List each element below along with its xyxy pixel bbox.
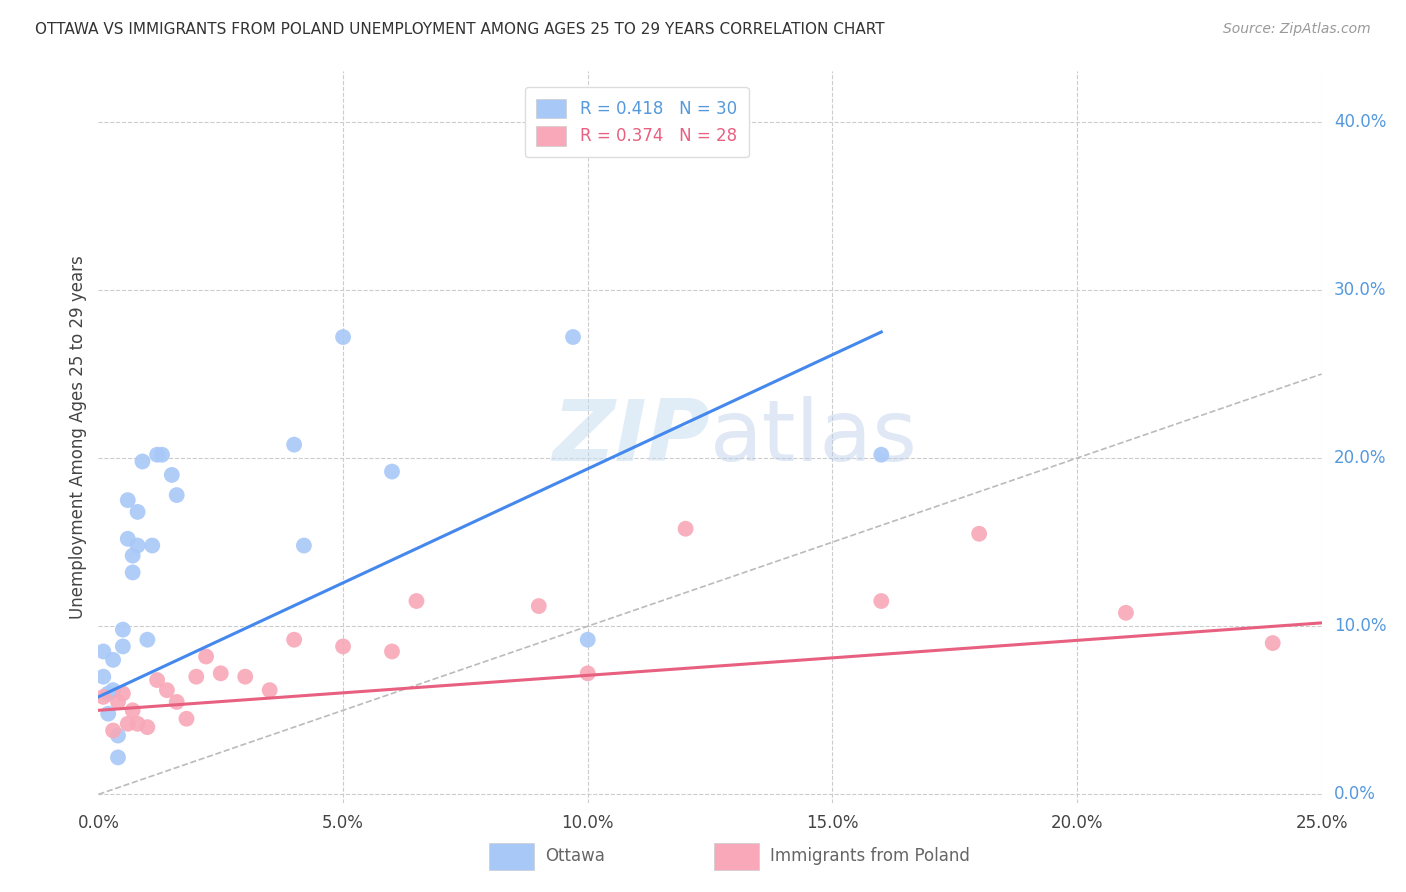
Point [870,594,893,608]
Text: Immigrants from Poland: Immigrants from Poland [770,847,970,865]
Point [1261,636,1284,650]
Point [156,683,179,698]
Point [1115,606,1137,620]
Text: Ottawa: Ottawa [546,847,606,865]
Point [146,448,169,462]
FancyBboxPatch shape [714,843,759,870]
FancyBboxPatch shape [489,843,534,870]
Point [101,683,124,698]
Point [176,712,198,726]
Point [967,526,990,541]
Point [121,703,143,717]
Point [127,505,149,519]
Point [117,493,139,508]
Point [562,330,585,344]
Point [381,644,404,658]
Point [195,649,218,664]
Text: atlas: atlas [710,395,918,479]
Point [527,599,550,613]
Text: Source: ZipAtlas.com: Source: ZipAtlas.com [1223,22,1371,37]
Point [160,467,183,482]
Point [292,539,315,553]
Point [97,706,120,721]
Point [136,720,159,734]
Y-axis label: Unemployment Among Ages 25 to 29 years: Unemployment Among Ages 25 to 29 years [69,255,87,619]
Point [150,448,173,462]
Text: 40.0%: 40.0% [1334,112,1386,131]
Point [381,465,404,479]
Point [233,670,256,684]
Point [186,670,208,684]
Point [111,640,134,654]
Point [136,632,159,647]
Point [107,729,129,743]
Point [107,695,129,709]
Point [127,716,149,731]
Point [870,448,893,462]
Point [283,632,305,647]
Point [166,488,188,502]
Point [91,690,114,704]
Point [111,686,134,700]
Point [131,454,153,468]
Text: 0.0%: 0.0% [1334,785,1375,804]
Point [332,330,354,344]
Text: 20.0%: 20.0% [1334,449,1386,467]
Point [101,723,124,738]
Text: ZIP: ZIP [553,395,710,479]
Point [97,686,120,700]
Point [91,670,114,684]
Point [576,666,599,681]
Point [576,632,599,647]
Point [121,549,143,563]
Point [117,532,139,546]
Point [332,640,354,654]
Point [127,539,149,553]
Point [166,695,188,709]
Point [111,623,134,637]
Point [675,522,697,536]
Text: 30.0%: 30.0% [1334,281,1386,299]
Point [107,750,129,764]
Point [283,437,305,451]
Point [91,644,114,658]
Point [146,673,169,687]
Legend: R = 0.418   N = 30, R = 0.374   N = 28: R = 0.418 N = 30, R = 0.374 N = 28 [524,87,748,157]
Point [121,566,143,580]
Point [209,666,232,681]
Text: 10.0%: 10.0% [1334,617,1386,635]
Text: OTTAWA VS IMMIGRANTS FROM POLAND UNEMPLOYMENT AMONG AGES 25 TO 29 YEARS CORRELAT: OTTAWA VS IMMIGRANTS FROM POLAND UNEMPLO… [35,22,884,37]
Point [101,653,124,667]
Point [259,683,281,698]
Point [117,716,139,731]
Point [141,539,163,553]
Point [405,594,427,608]
